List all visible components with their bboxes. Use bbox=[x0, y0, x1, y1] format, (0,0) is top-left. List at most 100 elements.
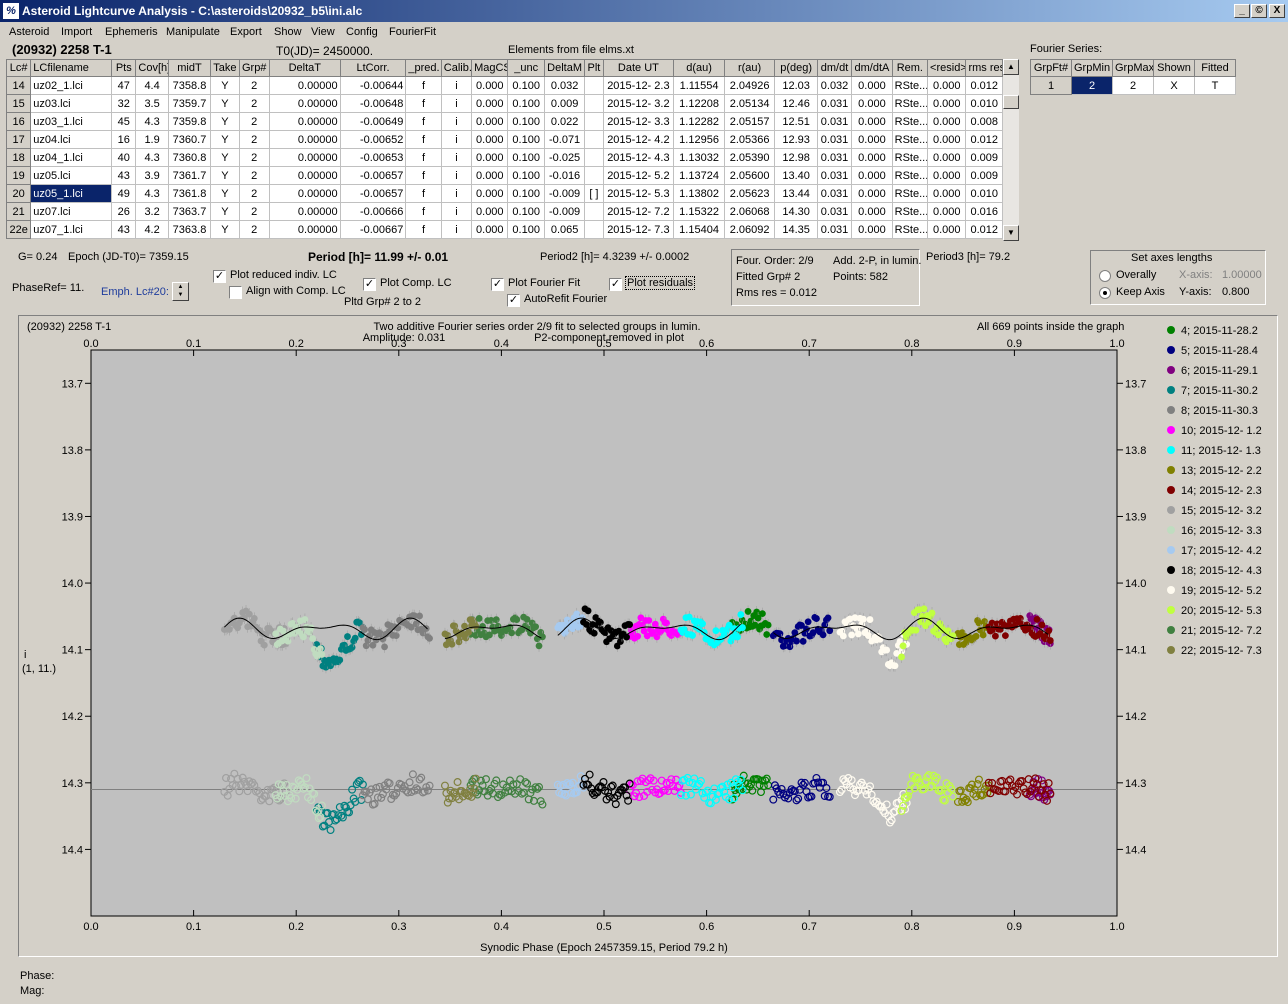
table-cell[interactable]: 0.000 bbox=[851, 76, 893, 95]
column-header[interactable]: Grp# bbox=[238, 59, 270, 77]
column-header[interactable]: dm/dtA bbox=[851, 59, 893, 77]
table-cell[interactable]: 1.9 bbox=[135, 130, 169, 149]
table-cell[interactable]: 0.00000 bbox=[268, 112, 341, 131]
table-cell[interactable]: 7363.7 bbox=[167, 202, 212, 221]
column-header[interactable]: rms res bbox=[965, 59, 1003, 77]
table-cell[interactable]: 14.35 bbox=[774, 220, 818, 239]
lightcurve-plot[interactable]: (20932) 2258 T-1 Two additive Fourier ser… bbox=[19, 316, 1277, 956]
column-header[interactable]: Rem. bbox=[891, 59, 929, 77]
table-cell[interactable]: 0.00000 bbox=[268, 184, 341, 203]
table-cell[interactable]: 0.00000 bbox=[268, 220, 341, 239]
table-cell[interactable]: RSte... bbox=[891, 184, 929, 203]
fourier-col-shown[interactable]: Shown bbox=[1153, 59, 1195, 77]
row-header[interactable]: 16 bbox=[5, 112, 32, 131]
column-header[interactable]: DeltaM bbox=[543, 59, 586, 77]
y-axis-value[interactable]: 0.800 bbox=[1222, 286, 1250, 298]
table-cell[interactable]: 2 bbox=[238, 76, 270, 95]
table-cell[interactable]: -0.00666 bbox=[339, 202, 407, 221]
table-cell[interactable]: 2 bbox=[238, 130, 270, 149]
table-cell[interactable]: 4.4 bbox=[135, 76, 169, 95]
table-cell[interactable]: uz03.lci bbox=[30, 94, 113, 113]
table-cell[interactable]: 1.15322 bbox=[673, 202, 725, 221]
table-cell[interactable]: 0.100 bbox=[507, 166, 545, 185]
table-cell[interactable]: f bbox=[405, 112, 442, 131]
table-cell[interactable]: 0.008 bbox=[965, 112, 1003, 131]
column-header[interactable]: Lc# bbox=[5, 59, 32, 77]
table-cell[interactable] bbox=[584, 166, 604, 185]
column-header[interactable]: LtCorr. bbox=[339, 59, 407, 77]
plot-reduced-checkbox[interactable]: ✓ bbox=[213, 270, 226, 283]
table-cell[interactable]: 1.12282 bbox=[673, 112, 725, 131]
row-header[interactable]: 22e bbox=[5, 220, 32, 239]
row-header[interactable]: 21 bbox=[5, 202, 32, 221]
table-cell[interactable]: 0.022 bbox=[543, 112, 586, 131]
table-cell[interactable]: 26 bbox=[111, 202, 137, 221]
table-cell[interactable] bbox=[584, 202, 604, 221]
row-header[interactable]: 14 bbox=[5, 76, 32, 95]
table-cell[interactable]: 45 bbox=[111, 112, 137, 131]
table-cell[interactable]: i bbox=[440, 148, 473, 167]
table-cell[interactable]: 0.000 bbox=[851, 184, 893, 203]
scroll-down-arrow-icon[interactable]: ▼ bbox=[1003, 225, 1019, 241]
column-header[interactable]: midT bbox=[167, 59, 212, 77]
table-cell[interactable]: 0.00000 bbox=[268, 130, 341, 149]
table-cell[interactable]: i bbox=[440, 220, 473, 239]
table-cell[interactable]: 0.000 bbox=[851, 112, 893, 131]
table-cell[interactable]: 7361.8 bbox=[167, 184, 212, 203]
table-cell[interactable]: 1.15404 bbox=[673, 220, 725, 239]
table-cell[interactable]: Y bbox=[210, 76, 240, 95]
table-cell[interactable]: 0.000 bbox=[927, 184, 967, 203]
table-cell[interactable] bbox=[584, 94, 604, 113]
table-cell[interactable]: 2015-12- 2.3 bbox=[602, 76, 675, 95]
table-cell[interactable]: -0.00644 bbox=[339, 76, 407, 95]
table-cell[interactable]: 0.031 bbox=[816, 184, 853, 203]
table-cell[interactable]: RSte... bbox=[891, 94, 929, 113]
table-cell[interactable]: 0.000 bbox=[851, 220, 893, 239]
table-cell[interactable]: 49 bbox=[111, 184, 137, 203]
table-cell[interactable]: uz04.lci bbox=[30, 130, 113, 149]
table-cell[interactable]: 2015-12- 7.3 bbox=[602, 220, 675, 239]
menu-manipulate[interactable]: Manipulate bbox=[166, 26, 220, 38]
table-cell[interactable]: 0.031 bbox=[816, 148, 853, 167]
table-cell[interactable]: 0.000 bbox=[851, 148, 893, 167]
restore-button[interactable]: © bbox=[1251, 4, 1267, 18]
table-cell[interactable]: RSte... bbox=[891, 76, 929, 95]
table-cell[interactable]: 3.5 bbox=[135, 94, 169, 113]
table-cell[interactable]: f bbox=[405, 94, 442, 113]
row-header[interactable]: 15 bbox=[5, 94, 32, 113]
table-cell[interactable]: 4.3 bbox=[135, 148, 169, 167]
table-cell[interactable]: 0.000 bbox=[851, 166, 893, 185]
table-cell[interactable]: 0.010 bbox=[965, 94, 1003, 113]
table-cell[interactable]: 0.032 bbox=[816, 76, 853, 95]
table-cell[interactable]: 0.031 bbox=[816, 94, 853, 113]
table-row[interactable]: 16 uz03_1.lci 45 4.3 7359.8 Y 2 0.00000 -0.00649… bbox=[5, 112, 1003, 131]
table-cell[interactable]: [ ] bbox=[584, 184, 604, 203]
fourier-cell-grpft[interactable]: 1 bbox=[1030, 76, 1072, 95]
table-cell[interactable]: -0.025 bbox=[543, 148, 586, 167]
column-header[interactable]: _pred. bbox=[405, 59, 442, 77]
table-cell[interactable]: 0.000 bbox=[471, 184, 509, 203]
table-cell[interactable]: 0.000 bbox=[471, 112, 509, 131]
table-cell[interactable]: 0.031 bbox=[816, 166, 853, 185]
overally-radio[interactable] bbox=[1099, 270, 1111, 282]
table-cell[interactable]: 3.9 bbox=[135, 166, 169, 185]
table-cell[interactable]: 16 bbox=[111, 130, 137, 149]
column-header[interactable]: DeltaT bbox=[268, 59, 341, 77]
table-cell[interactable]: 2 bbox=[238, 202, 270, 221]
table-row[interactable]: 18 uz04_1.lci 40 4.3 7360.8 Y 2 0.00000 -0.00653… bbox=[5, 148, 1003, 167]
table-cell[interactable]: 0.100 bbox=[507, 130, 545, 149]
table-cell[interactable]: 0.100 bbox=[507, 94, 545, 113]
x-axis-value[interactable]: 1.00000 bbox=[1222, 269, 1262, 281]
menu-asteroid[interactable]: Asteroid bbox=[9, 26, 50, 38]
scroll-thumb[interactable] bbox=[1003, 95, 1019, 109]
table-cell[interactable]: 0.00000 bbox=[268, 94, 341, 113]
table-cell[interactable]: 0.000 bbox=[927, 148, 967, 167]
table-row[interactable]: 19 uz05.lci 43 3.9 7361.7 Y 2 0.00000 -0.00657 f i… bbox=[5, 166, 1003, 185]
table-cell[interactable]: 7360.7 bbox=[167, 130, 212, 149]
menu-ephemeris[interactable]: Ephemeris bbox=[105, 26, 158, 38]
column-header[interactable]: <resid> bbox=[927, 59, 967, 77]
menu-import[interactable]: Import bbox=[61, 26, 93, 38]
table-cell[interactable]: 12.46 bbox=[774, 94, 818, 113]
column-header[interactable]: Date UT bbox=[602, 59, 675, 77]
table-cell[interactable]: uz02_1.lci bbox=[30, 76, 113, 95]
